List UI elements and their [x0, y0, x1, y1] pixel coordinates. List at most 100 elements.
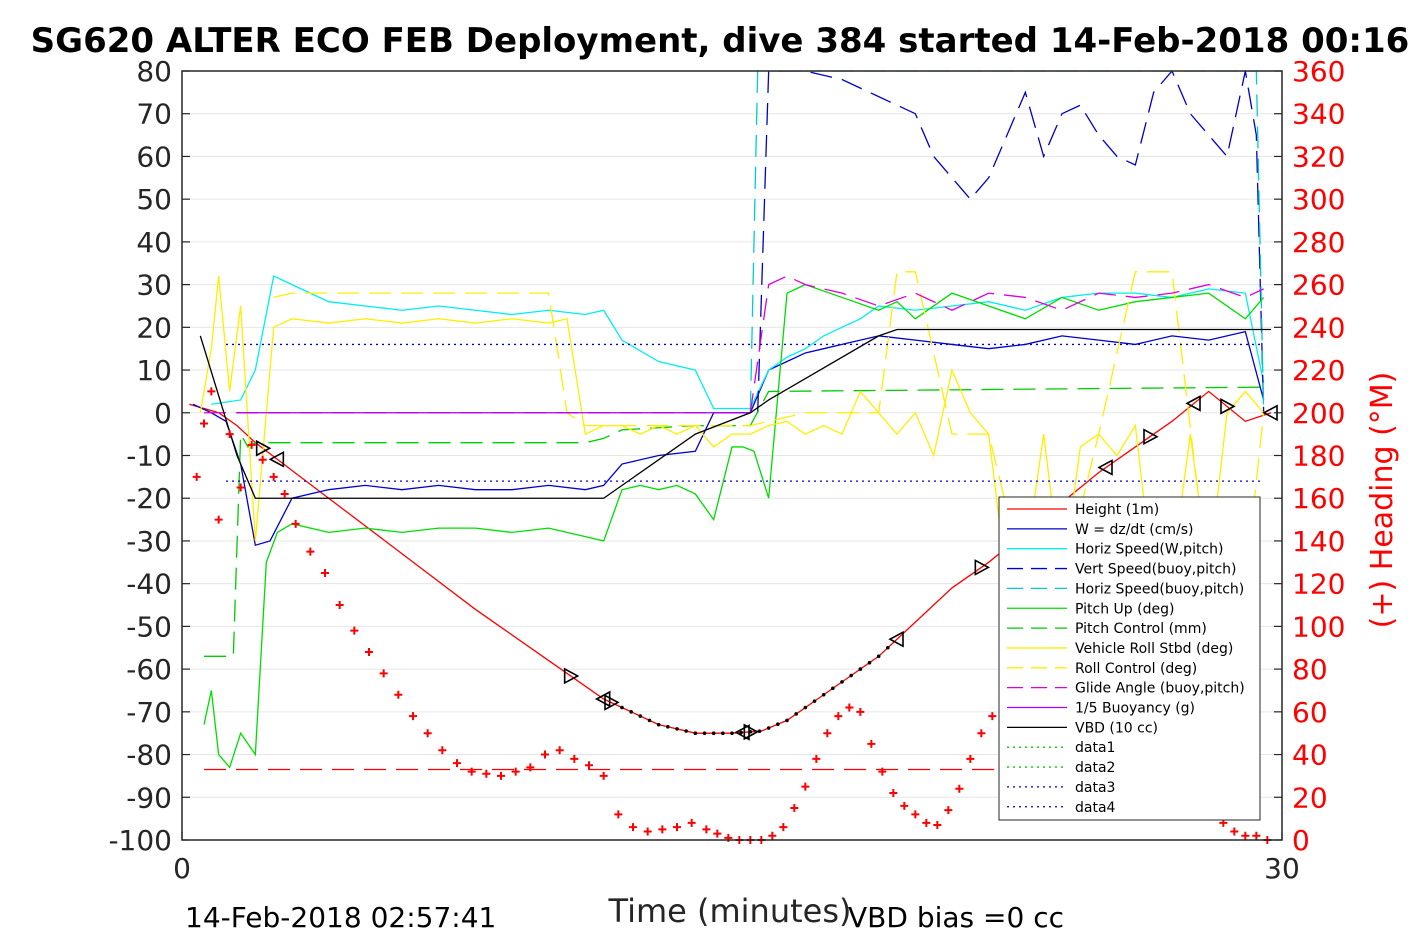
heading-marker	[944, 806, 953, 815]
heading-marker	[988, 712, 997, 721]
legend-entry: Horiz Speed(buoy,pitch)	[1075, 581, 1244, 597]
left-tick-label: -10	[126, 440, 172, 473]
heading-marker	[200, 419, 208, 428]
heading-marker	[1252, 831, 1261, 840]
heading-marker	[823, 729, 832, 738]
left-tick-label: -70	[126, 696, 172, 729]
heading-marker	[779, 823, 788, 832]
legend-entry: Glide Angle (buoy,pitch)	[1075, 681, 1245, 697]
heading-marker	[570, 754, 579, 763]
legend-entry: Pitch Control (mm)	[1075, 621, 1207, 637]
left-tick-label: -30	[126, 525, 172, 558]
right-tick-label: 260	[1292, 269, 1345, 302]
left-tick-label: 60	[136, 140, 172, 173]
heading-marker	[658, 825, 667, 834]
height-dot-marker	[620, 705, 624, 710]
left-tick-label: 80	[136, 55, 172, 88]
heading-marker	[291, 519, 300, 528]
height-dot-marker	[693, 731, 698, 735]
legend-entry: Pitch Up (deg)	[1075, 601, 1174, 617]
right-tick-label: 300	[1292, 183, 1345, 216]
height-triangle-marker	[1097, 459, 1113, 476]
height-triangle-marker	[255, 439, 272, 457]
height-dot-marker	[647, 718, 652, 723]
heading-marker	[423, 729, 432, 738]
heading-marker	[834, 712, 843, 721]
height-dot-marker	[803, 705, 808, 710]
left-tick-label: -80	[126, 739, 172, 772]
left-tick-label: 20	[136, 311, 172, 344]
heading-marker	[497, 771, 505, 780]
legend-entry: 1/5 Buoyancy (g)	[1075, 701, 1195, 717]
x-axis-label: Time (minutes)	[608, 892, 852, 930]
height-triangle-marker	[1185, 395, 1201, 412]
right-tick-label: 0	[1292, 824, 1310, 857]
heading-marker	[335, 601, 344, 610]
heading-marker	[856, 707, 865, 716]
height-dot-marker	[840, 680, 844, 684]
right-tick-label: 200	[1292, 397, 1345, 430]
heading-marker	[713, 829, 722, 838]
heading-marker	[977, 729, 986, 738]
left-tick-label: 30	[136, 269, 172, 302]
legend-entry: data3	[1075, 780, 1115, 796]
right-tick-label: 40	[1292, 739, 1328, 772]
right-tick-label: 320	[1292, 140, 1345, 173]
height-dot-marker	[821, 692, 826, 697]
heading-marker	[900, 801, 909, 810]
right-tick-label: 80	[1292, 653, 1328, 686]
right-tick-label: 280	[1292, 226, 1345, 259]
heading-marker	[1241, 831, 1250, 840]
plot-series	[189, 71, 1272, 771]
heading-marker	[922, 818, 931, 827]
heading-marker	[629, 823, 637, 832]
right-tick-label: 100	[1292, 610, 1345, 643]
heading-marker	[192, 472, 201, 481]
left-tick-label: -50	[126, 610, 172, 643]
series-line-11	[199, 328, 1271, 499]
heading-marker	[207, 387, 216, 396]
heading-marker	[467, 767, 476, 776]
heading-marker	[280, 489, 289, 498]
height-dot-marker	[684, 729, 688, 733]
heading-marker	[933, 821, 942, 830]
series-line-8	[273, 271, 1265, 585]
right-tick-label: 120	[1292, 568, 1345, 601]
height-dot-marker	[785, 718, 789, 723]
series-line-5	[203, 283, 1265, 769]
legend-entry: data4	[1075, 800, 1116, 816]
heading-marker	[409, 712, 417, 721]
heading-marker	[1230, 827, 1239, 836]
legend-box	[998, 496, 1261, 821]
heading-marker	[541, 750, 549, 759]
height-triangle-marker	[594, 690, 611, 708]
heading-marker	[306, 547, 315, 556]
height-triangle-marker	[743, 723, 760, 741]
heading-marker	[673, 823, 681, 832]
height-dot-marker	[849, 673, 853, 678]
height-dot-marker	[886, 645, 890, 650]
heading-marker	[966, 754, 975, 763]
left-tick-label: -100	[108, 824, 172, 857]
height-triangle-marker	[888, 630, 904, 648]
height-dot-marker	[757, 729, 762, 733]
heading-marker	[350, 626, 359, 635]
heading-marker	[889, 789, 898, 798]
series-line-2	[211, 275, 1265, 410]
heading-marker	[236, 483, 245, 492]
height-dot-marker	[858, 667, 863, 671]
footer-vbd-bias: VBD bias =0 cc	[848, 901, 1064, 934]
right-tick-label: 140	[1292, 525, 1345, 558]
x-axis: 0 30	[173, 832, 1300, 885]
legend-entry: Height (1m)	[1075, 502, 1159, 518]
heading-marker	[321, 568, 329, 577]
heading-marker	[365, 648, 373, 657]
right-tick-label: 20	[1292, 781, 1328, 814]
right-tick-label: 60	[1292, 696, 1328, 729]
right-tick-label: 340	[1292, 98, 1345, 131]
right-axis: 3603403203002802602402202001801601401201…	[1274, 55, 1345, 857]
series-line-4	[749, 71, 1265, 413]
left-tick-label: -20	[126, 482, 172, 515]
height-dot-marker	[766, 726, 771, 730]
heading-marker	[438, 746, 447, 755]
